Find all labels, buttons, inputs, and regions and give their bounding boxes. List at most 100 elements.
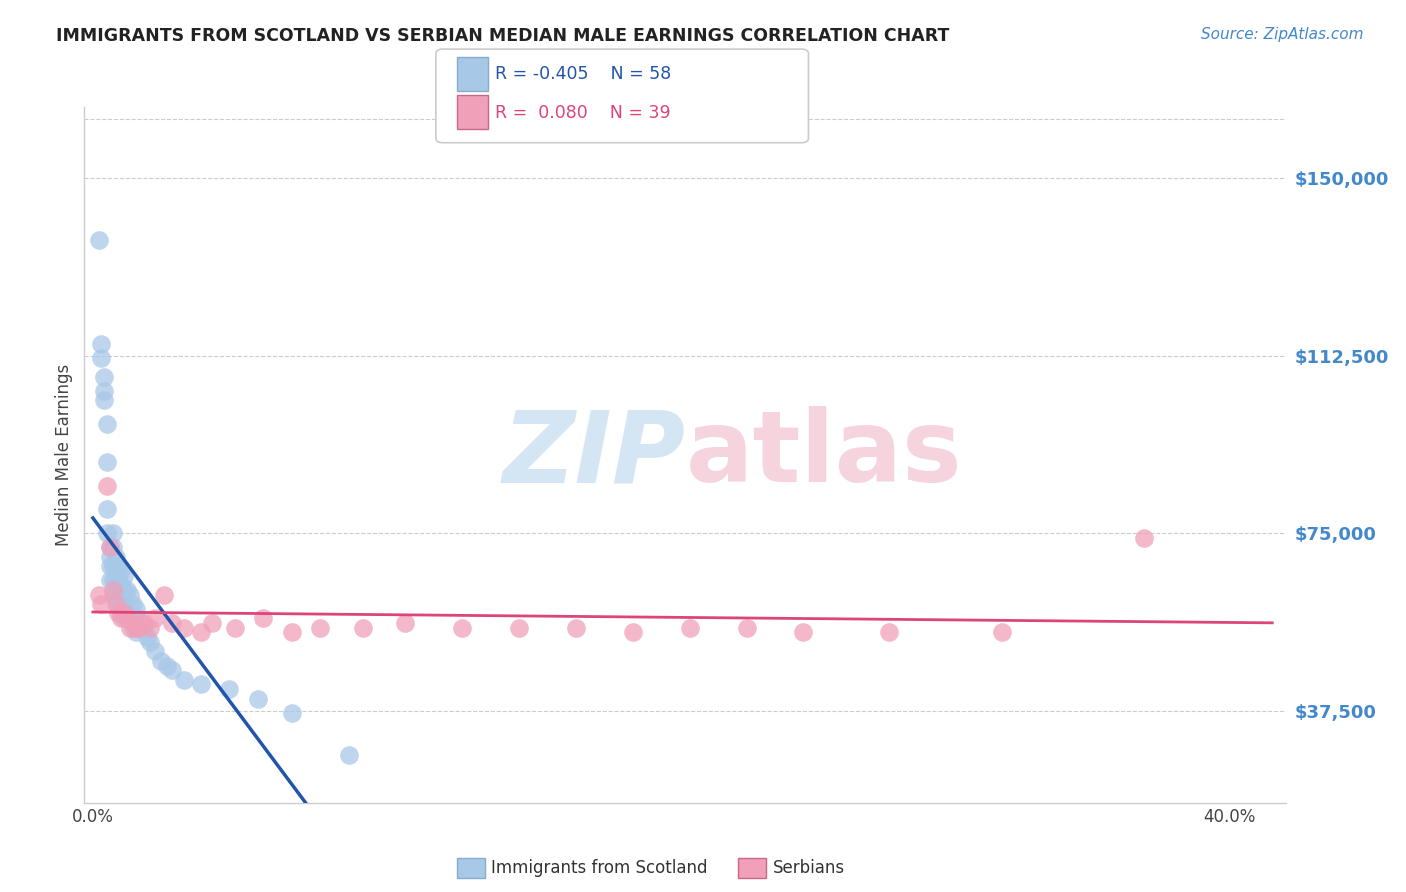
Point xyxy=(115,611,138,625)
Point xyxy=(96,502,118,516)
Point xyxy=(98,559,121,574)
Point xyxy=(110,578,132,592)
Point xyxy=(90,351,112,365)
Point xyxy=(173,673,195,687)
Point xyxy=(96,526,118,541)
Text: ZIP: ZIP xyxy=(502,407,686,503)
Point xyxy=(115,607,138,621)
Text: Immigrants from Scotland: Immigrants from Scotland xyxy=(491,859,707,877)
Point xyxy=(156,658,179,673)
Point xyxy=(107,582,129,597)
Point xyxy=(508,621,530,635)
Point xyxy=(104,549,127,564)
Point xyxy=(101,574,124,588)
Point xyxy=(173,621,195,635)
Point xyxy=(118,621,141,635)
Point xyxy=(1133,531,1156,545)
Point xyxy=(121,621,143,635)
Point xyxy=(124,625,146,640)
Point xyxy=(132,615,155,630)
Point xyxy=(98,574,121,588)
Point xyxy=(96,417,118,432)
Point xyxy=(104,559,127,574)
Point xyxy=(112,611,135,625)
Point xyxy=(101,540,124,554)
Point xyxy=(792,625,814,640)
Point xyxy=(104,597,127,611)
Point xyxy=(991,625,1014,640)
Y-axis label: Median Male Earnings: Median Male Earnings xyxy=(55,364,73,546)
Point xyxy=(121,615,143,630)
Point xyxy=(124,601,146,615)
Point xyxy=(218,682,240,697)
Point xyxy=(138,621,160,635)
Point xyxy=(112,607,135,621)
Point xyxy=(138,635,160,649)
Text: R = -0.405    N = 58: R = -0.405 N = 58 xyxy=(495,65,671,83)
Point xyxy=(352,621,374,635)
Point xyxy=(115,582,138,597)
Point xyxy=(565,621,588,635)
Text: atlas: atlas xyxy=(686,407,962,503)
Point xyxy=(190,625,212,640)
Point xyxy=(107,574,129,588)
Point xyxy=(107,607,129,621)
Point xyxy=(112,597,135,611)
Point xyxy=(93,384,115,398)
Point xyxy=(394,615,416,630)
Point xyxy=(127,611,149,625)
Point xyxy=(150,654,173,668)
Point xyxy=(104,588,127,602)
Point xyxy=(190,677,212,691)
Point xyxy=(104,574,127,588)
Point xyxy=(679,621,702,635)
Point xyxy=(201,615,224,630)
Point xyxy=(101,526,124,541)
Point xyxy=(162,615,184,630)
Point xyxy=(132,621,155,635)
Text: R =  0.080    N = 39: R = 0.080 N = 39 xyxy=(495,104,671,122)
Point xyxy=(135,630,157,644)
Point xyxy=(121,597,143,611)
Point xyxy=(112,568,135,582)
Point xyxy=(112,582,135,597)
Point xyxy=(101,588,124,602)
Point xyxy=(87,233,110,247)
Point xyxy=(96,478,118,492)
Point xyxy=(107,597,129,611)
Point xyxy=(129,621,152,635)
Point xyxy=(98,549,121,564)
Point xyxy=(98,540,121,554)
Point xyxy=(281,625,304,640)
Point xyxy=(90,336,112,351)
Point xyxy=(127,621,149,635)
Point xyxy=(246,691,269,706)
Point xyxy=(110,607,132,621)
Point xyxy=(162,663,184,677)
Point xyxy=(281,706,304,720)
Point xyxy=(337,748,360,763)
Point xyxy=(96,455,118,469)
Point xyxy=(224,621,246,635)
Point xyxy=(93,393,115,408)
Text: Source: ZipAtlas.com: Source: ZipAtlas.com xyxy=(1201,27,1364,42)
Point xyxy=(98,540,121,554)
Point xyxy=(118,588,141,602)
Point xyxy=(101,559,124,574)
Point xyxy=(110,588,132,602)
Point xyxy=(451,621,474,635)
Point xyxy=(129,615,152,630)
Point xyxy=(145,644,167,658)
Point xyxy=(110,564,132,578)
Point xyxy=(621,625,644,640)
Point xyxy=(93,369,115,384)
Point xyxy=(118,611,141,625)
Point xyxy=(145,611,167,625)
Point xyxy=(87,588,110,602)
Text: IMMIGRANTS FROM SCOTLAND VS SERBIAN MEDIAN MALE EARNINGS CORRELATION CHART: IMMIGRANTS FROM SCOTLAND VS SERBIAN MEDI… xyxy=(56,27,949,45)
Point xyxy=(101,582,124,597)
Point xyxy=(877,625,900,640)
Point xyxy=(90,597,112,611)
Point xyxy=(110,611,132,625)
Point xyxy=(124,621,146,635)
